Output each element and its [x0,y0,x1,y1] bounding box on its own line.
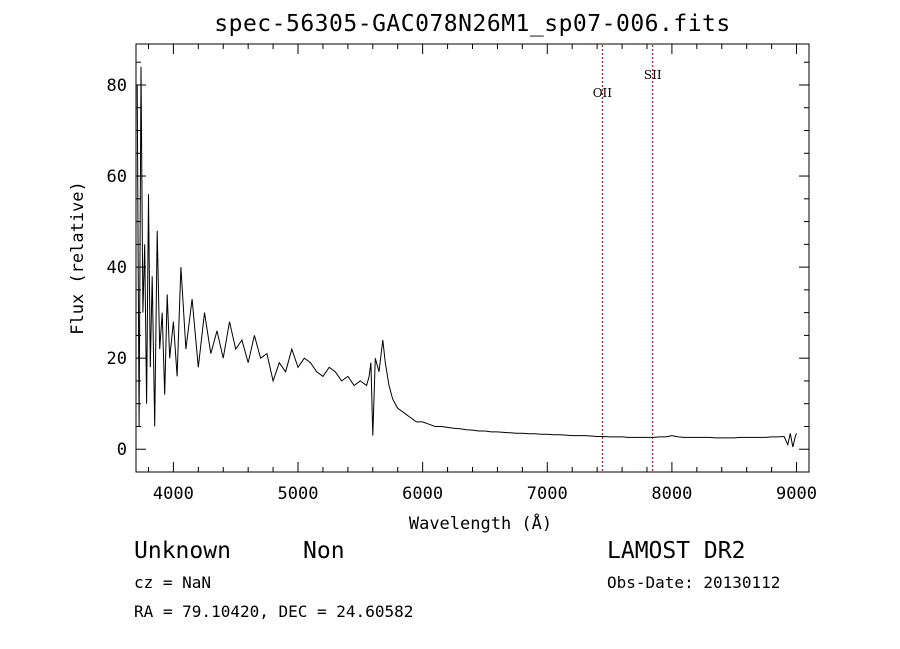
x-tick-label: 9000 [776,484,817,504]
y-tick-label: 0 [117,440,127,460]
line-marker-label: OII [593,86,613,100]
object-type-label: Unknown [134,538,231,564]
survey-label: LAMOST DR2 [607,538,746,564]
plot-title: spec-56305-GAC078N26M1_sp07-006.fits [214,11,731,37]
line-marker-label: SII [644,68,662,82]
coordinates-label: RA = 79.10420, DEC = 24.60582 [134,602,414,621]
x-axis-label: Wavelength (Å) [409,512,552,534]
y-tick-label: 80 [107,76,127,96]
plot-frame [135,43,810,473]
obs-date-label: Obs-Date: 20130112 [607,573,781,592]
redshift-label: cz = NaN [134,573,212,592]
x-tick-label: 4000 [153,484,194,504]
plot-axes: 4000 5000 6000 7000 8000 9000 0 20 40 60 80 Wavelen… [68,43,817,534]
y-axis-label: Flux (relative) [68,181,88,335]
x-tick-label: 8000 [651,484,692,504]
x-tick-label: 6000 [402,484,443,504]
x-tick-label: 7000 [527,484,568,504]
y-tick-label: 40 [107,258,127,278]
spectrum-line [136,66,797,448]
object-class-label: Non [303,538,345,564]
y-tick-label: 20 [107,349,127,369]
emission-line-markers: OII SII [593,45,662,471]
x-tick-label: 5000 [278,484,319,504]
y-tick-label: 60 [107,167,127,187]
